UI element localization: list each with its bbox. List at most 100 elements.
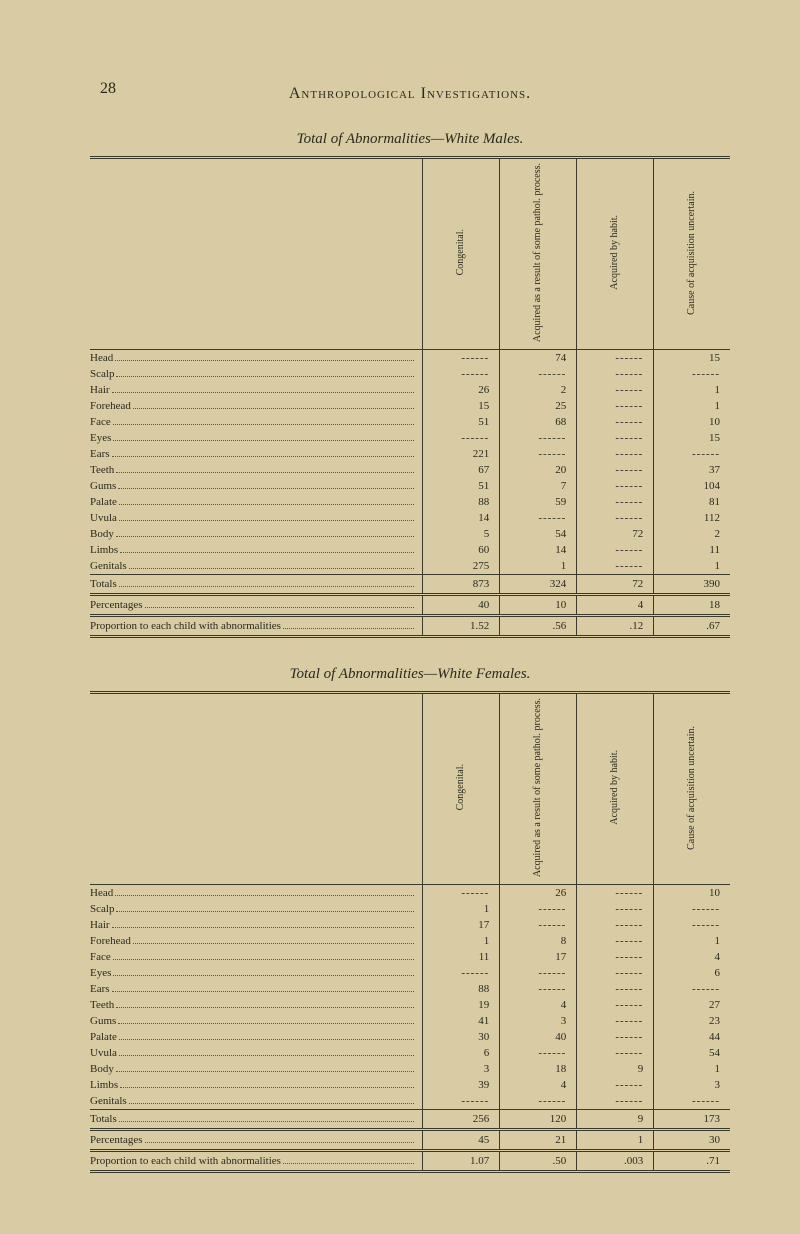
- table2-pct-v2: 1: [577, 1130, 654, 1151]
- table2-cell: ------: [423, 1093, 500, 1110]
- table2-cell: 4: [654, 949, 730, 965]
- table-row: Teeth6720------37: [90, 462, 730, 478]
- table1-cell: 10: [654, 414, 730, 430]
- table1-cell: ------: [577, 366, 654, 382]
- table2-cell: ------: [577, 1045, 654, 1061]
- table2-cell: 26: [500, 885, 577, 902]
- table2-row-label: Genitals: [90, 1093, 423, 1110]
- table2-cell: 9: [577, 1061, 654, 1077]
- table-row: Genitals2751------1: [90, 558, 730, 575]
- table2-cell: ------: [577, 917, 654, 933]
- table1-cell: 68: [500, 414, 577, 430]
- table1-row-label: Body: [90, 526, 423, 542]
- table-row: Gums413------23: [90, 1013, 730, 1029]
- table2-cell: 19: [423, 997, 500, 1013]
- table2-cell: 3: [423, 1061, 500, 1077]
- table1-cell: 11: [654, 542, 730, 558]
- table1-totals-v2: 72: [577, 575, 654, 595]
- table-row: Hair17------------------: [90, 917, 730, 933]
- table2-cell: ------: [500, 901, 577, 917]
- table2-prop-v2: .003: [577, 1151, 654, 1172]
- table1-cell: ------: [500, 510, 577, 526]
- table1-row-label: Palate: [90, 494, 423, 510]
- table1-row-label: Uvula: [90, 510, 423, 526]
- table2-cell: ------: [654, 981, 730, 997]
- table-row: Hair262------1: [90, 382, 730, 398]
- table-row: Teeth194------27: [90, 997, 730, 1013]
- table2-row-label: Teeth: [90, 997, 423, 1013]
- table1-cell: ------: [577, 446, 654, 462]
- table1-col2-header: Acquired as a result of some pathol. pro…: [500, 158, 577, 350]
- table1-cell: ------: [577, 558, 654, 575]
- table2-row-label: Head: [90, 885, 423, 902]
- table2-cell: 6: [423, 1045, 500, 1061]
- table1-title: Total of Abnormalities—White Males.: [90, 131, 730, 148]
- table2-row-label: Forehead: [90, 933, 423, 949]
- table1-totals-v0: 873: [423, 575, 500, 595]
- table1-totals-label: Totals: [90, 575, 423, 595]
- table2-cell: ------: [500, 1045, 577, 1061]
- table1-pct-label: Percentages: [90, 595, 423, 616]
- table2-cell: 39: [423, 1077, 500, 1093]
- table2-cell: ------: [500, 965, 577, 981]
- table1-cell: 2: [654, 526, 730, 542]
- table1-cell: ------: [577, 398, 654, 414]
- table-row: Palate3040------44: [90, 1029, 730, 1045]
- table2-cell: ------: [654, 917, 730, 933]
- table-row: Ears88------------------: [90, 981, 730, 997]
- table2-pct-label: Percentages: [90, 1130, 423, 1151]
- table-row: Uvula6------------54: [90, 1045, 730, 1061]
- table-row: Forehead18------1: [90, 933, 730, 949]
- table1-cell: ------: [654, 446, 730, 462]
- table2-cell: 6: [654, 965, 730, 981]
- table1: Congenital. Acquired as a result of some…: [90, 156, 730, 638]
- table1-col3-header: Acquired by habit.: [577, 158, 654, 350]
- table1-cell: 72: [577, 526, 654, 542]
- table2-prop-label: Proportion to each child with abnormalit…: [90, 1151, 423, 1172]
- table2-pct-v0: 45: [423, 1130, 500, 1151]
- table2-row-label: Ears: [90, 981, 423, 997]
- table1-row-label: Eyes: [90, 430, 423, 446]
- table1-cell: ------: [500, 366, 577, 382]
- table-row: Head------74------15: [90, 350, 730, 367]
- table1-row-label: Hair: [90, 382, 423, 398]
- table2-cell: 17: [423, 917, 500, 933]
- table2-cell: ------: [577, 1077, 654, 1093]
- table2-cell: 4: [500, 1077, 577, 1093]
- table2-totals-label: Totals: [90, 1110, 423, 1130]
- table1-cell: ------: [577, 414, 654, 430]
- table2-row-label: Eyes: [90, 965, 423, 981]
- table2-row-label: Gums: [90, 1013, 423, 1029]
- table1-cell: 15: [423, 398, 500, 414]
- table1-cell: 15: [654, 350, 730, 367]
- table1-cell: ------: [577, 510, 654, 526]
- table2-cell: ------: [577, 1093, 654, 1110]
- table2-row-label: Uvula: [90, 1045, 423, 1061]
- table2-cell: 1: [654, 1061, 730, 1077]
- table2-cell: 17: [500, 949, 577, 965]
- table2-pct-v3: 30: [654, 1130, 730, 1151]
- table2-cell: 11: [423, 949, 500, 965]
- table1-row-label: Head: [90, 350, 423, 367]
- table1-row-label: Ears: [90, 446, 423, 462]
- table1-prop-v0: 1.52: [423, 616, 500, 637]
- table1-cell: 1: [654, 382, 730, 398]
- table2-totals-v1: 120: [500, 1110, 577, 1130]
- table1-cell: ------: [654, 366, 730, 382]
- table2-cell: ------: [577, 997, 654, 1013]
- table-row: Scalp1------------------: [90, 901, 730, 917]
- table2-cell: ------: [423, 965, 500, 981]
- table1-pct-v1: 10: [500, 595, 577, 616]
- table1-totals-v1: 324: [500, 575, 577, 595]
- table2-cell: 23: [654, 1013, 730, 1029]
- table1-row-label: Genitals: [90, 558, 423, 575]
- table1-cell: 221: [423, 446, 500, 462]
- table1-cell: 37: [654, 462, 730, 478]
- table1-prop-label: Proportion to each child with abnormalit…: [90, 616, 423, 637]
- table1-prop-v1: .56: [500, 616, 577, 637]
- table1-row-label: Forehead: [90, 398, 423, 414]
- table1-cell: ------: [577, 478, 654, 494]
- table1-cell: ------: [500, 430, 577, 446]
- table2-cell: ------: [423, 885, 500, 902]
- table2-title: Total of Abnormalities—White Females.: [90, 666, 730, 683]
